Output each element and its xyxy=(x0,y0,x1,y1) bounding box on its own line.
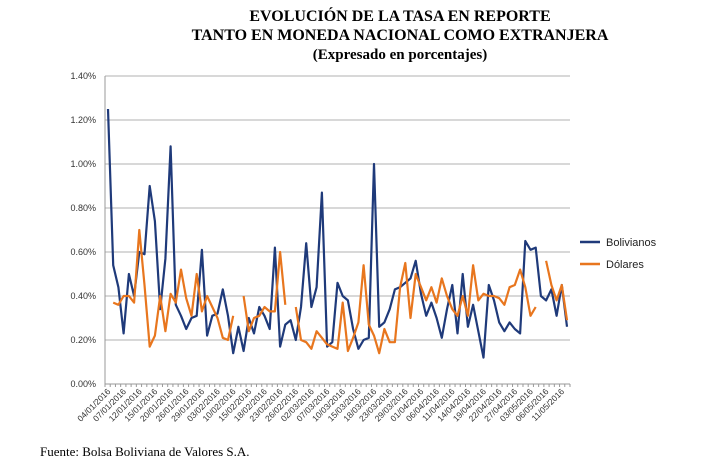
chart-title-line-1: EVOLUCIÓN DE LA TASA EN REPORTE xyxy=(249,8,551,25)
y-tick-label: 0.40% xyxy=(70,291,96,301)
y-tick-label: 0.80% xyxy=(70,203,96,213)
series-line-dolares xyxy=(112,228,569,355)
y-tick-label: 1.00% xyxy=(70,159,96,169)
y-tick-label: 0.60% xyxy=(70,247,96,257)
y-tick-label: 0.20% xyxy=(70,335,96,345)
y-tick-label: 1.40% xyxy=(70,71,96,81)
series-line-bolivianos xyxy=(106,108,569,359)
chart-title-line-2: TANTO EN MONEDA NACIONAL COMO EXTRANJERA xyxy=(191,27,609,44)
legend-label: Bolivianos xyxy=(606,237,657,249)
legend-label: Dólares xyxy=(606,259,644,271)
y-tick-label: 0.00% xyxy=(70,379,96,389)
chart-subtitle: (Expresado en porcentajes) xyxy=(312,47,488,63)
source-note: Fuente: Bolsa Boliviana de Valores S.A. xyxy=(40,444,250,459)
y-tick-label: 1.20% xyxy=(70,115,96,125)
